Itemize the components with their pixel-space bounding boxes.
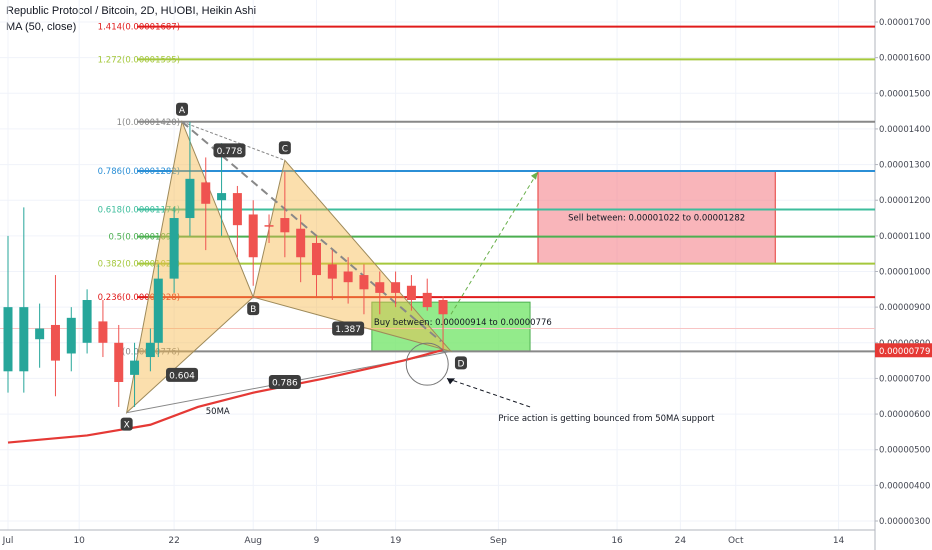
y-tick-label: 0.00001000 [879, 268, 930, 278]
candle-body[interactable] [232, 193, 242, 226]
ratio-label: 0.786 [272, 378, 298, 388]
ratio-badge [166, 367, 199, 382]
y-tick-label: 0.00001300 [879, 161, 930, 171]
y-tick-label: 0.00000400 [879, 481, 930, 491]
x-tick-label: 22 [168, 536, 179, 546]
pattern-point-badge [176, 102, 189, 116]
candle-body[interactable] [19, 307, 29, 372]
ratio-label: 0.778 [217, 147, 243, 157]
candle-body[interactable] [248, 214, 258, 258]
candle-body[interactable] [98, 321, 108, 343]
pattern-ac-line [181, 121, 286, 161]
candle-body[interactable] [296, 228, 306, 258]
x-tick-label: Aug [244, 536, 262, 546]
annotation-text: Price action is getting bounced from 50M… [498, 414, 715, 424]
pattern-ad-line [181, 121, 442, 343]
candle-body[interactable] [264, 225, 274, 227]
x-tick-label: Jul [2, 536, 14, 546]
ratio-badge [213, 143, 246, 158]
current-price-badge [875, 343, 932, 358]
candle-body[interactable] [391, 282, 401, 293]
candle-body[interactable] [280, 218, 290, 233]
y-tick-label: 0.00001200 [879, 196, 930, 206]
buy-zone-label: Buy between: 0.00000914 to 0.00000776 [374, 318, 552, 328]
projection-arrow [450, 171, 539, 315]
candle-body[interactable] [66, 317, 76, 354]
candle-body[interactable] [327, 264, 337, 279]
candle-body[interactable] [311, 242, 321, 276]
current-price-label: 0.00000779 [879, 347, 930, 357]
x-tick-label: 10 [73, 536, 85, 546]
ratio-label: 0.604 [169, 371, 195, 381]
ratio-label: 1.387 [335, 325, 361, 335]
candle-body[interactable] [422, 292, 432, 308]
ratio-badge [332, 321, 365, 336]
candle-body[interactable] [114, 342, 124, 382]
pattern-point-badge [120, 417, 133, 431]
fib-level-label: 1.272(0.00001595) [98, 55, 180, 65]
pattern-point-label: X [124, 421, 130, 431]
ma50-label: 50MA [206, 407, 230, 417]
candle-body[interactable] [3, 307, 13, 372]
fib-level-label: 0.5(0.00001098) [108, 233, 180, 243]
candle-body[interactable] [50, 324, 60, 361]
annotation-arrow-head [447, 378, 456, 385]
x-tick-label: 14 [833, 536, 845, 546]
candle-body[interactable] [438, 300, 448, 315]
pattern-point-label: A [179, 106, 186, 116]
indicator-label: MA (50, close) [6, 21, 77, 33]
y-tick-label: 0.00000500 [879, 446, 930, 456]
x-tick-label: 16 [611, 536, 623, 546]
y-tick-label: 0.00000600 [879, 410, 930, 420]
candle-body[interactable] [130, 360, 140, 375]
candle-body[interactable] [169, 218, 179, 279]
pattern-point-label: D [457, 359, 464, 369]
candle-body[interactable] [359, 275, 369, 290]
candle-body[interactable] [185, 178, 195, 219]
y-tick-label: 0.00000700 [879, 374, 930, 384]
fib-level-label: 0.382(0.00001022) [98, 260, 180, 270]
y-tick-label: 0.00001100 [879, 232, 930, 242]
ratio-badge [268, 374, 301, 389]
pattern-point-label: C [282, 144, 288, 154]
sell-zone-label: Sell between: 0.00001022 to 0.00001282 [568, 213, 745, 223]
annotation-arrow [446, 377, 531, 408]
candle-body[interactable] [375, 282, 385, 293]
x-tick-label: 9 [314, 536, 320, 546]
x-tick-label: Sep [490, 536, 507, 546]
highlight-circle [405, 342, 449, 386]
chart-title: Republic Protocol / Bitcoin, 2D, HUOBI, … [6, 5, 257, 17]
buy-zone[interactable] [371, 301, 531, 352]
fib-level-label: 1(0.00001420) [117, 118, 180, 128]
y-tick-label: 0.00000300 [879, 517, 930, 527]
pattern-point-label: B [250, 305, 256, 315]
fib-level-label: 1.414(0.00001687) [98, 23, 180, 33]
y-tick-label: 0.00001600 [879, 54, 930, 64]
candle-body[interactable] [82, 300, 92, 343]
fib-level-label: 0.618(0.00001174) [98, 205, 180, 215]
projection-arrow-head [530, 171, 538, 180]
x-tick-label: Oct [728, 536, 744, 546]
candle-body[interactable] [343, 271, 353, 283]
y-tick-label: 0.00001500 [879, 89, 930, 99]
x-tick-label: 24 [675, 536, 687, 546]
candle-body[interactable] [201, 182, 211, 204]
candle-body[interactable] [153, 278, 163, 343]
ma50-line[interactable] [7, 348, 444, 444]
candle-body[interactable] [145, 342, 155, 358]
x-tick-label: 19 [390, 536, 402, 546]
y-tick-label: 0.00001400 [879, 125, 930, 135]
y-tick-label: 0.00000900 [879, 303, 930, 313]
candle-body[interactable] [35, 328, 45, 340]
candle-body[interactable] [406, 285, 416, 301]
fib-level-label: 0.236(0.00000928) [98, 293, 180, 303]
candle-body[interactable] [217, 193, 227, 201]
pattern-point-badge [454, 356, 467, 370]
fib-level-label: 0.786(0.00001282) [98, 167, 180, 177]
pattern-point-badge [278, 141, 291, 155]
pattern-point-badge [247, 302, 260, 316]
y-tick-label: 0.00001700 [879, 18, 930, 28]
